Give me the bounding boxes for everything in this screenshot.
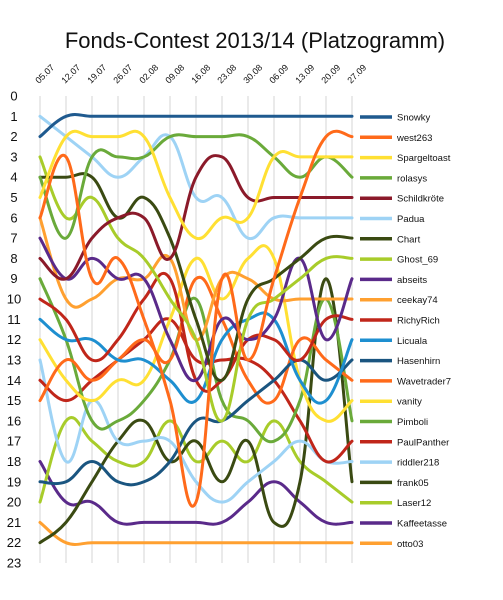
legend-item: Chart bbox=[360, 234, 421, 245]
y-tick-label: 11 bbox=[7, 312, 21, 327]
series-lines bbox=[38, 113, 354, 546]
series-line-kaffeetasse bbox=[38, 459, 354, 526]
legend-item: Pimboli bbox=[360, 417, 428, 428]
series-line-wavetrader7 bbox=[38, 275, 354, 405]
y-tick-label: 8 bbox=[10, 251, 17, 266]
legend-label: rolasys bbox=[397, 173, 427, 184]
legend-item: Wavetrader7 bbox=[360, 376, 451, 387]
legend-item: riddler218 bbox=[360, 458, 439, 469]
series-line-chart bbox=[38, 172, 354, 382]
legend-label: Hasenhirn bbox=[397, 356, 440, 367]
legend-label: Wavetrader7 bbox=[397, 376, 451, 387]
legend-label: Licuala bbox=[397, 336, 428, 347]
series-line-licuala bbox=[38, 311, 354, 405]
series-line-snowky bbox=[38, 113, 354, 139]
legend-item: Ghost_69 bbox=[360, 255, 438, 266]
y-tick-label: 12 bbox=[7, 332, 21, 347]
legend-label: Padua bbox=[397, 214, 425, 225]
y-tick-label: 15 bbox=[7, 393, 21, 408]
series-line-laser12 bbox=[38, 416, 354, 504]
legend: Snowky west263 Spargeltoast rolasys Schildkr… bbox=[360, 113, 451, 550]
series-line-abseits bbox=[38, 236, 354, 383]
series-line-riddler218 bbox=[38, 358, 354, 504]
y-tick-label: 16 bbox=[7, 413, 21, 428]
legend-item: rolasys bbox=[360, 173, 427, 184]
y-tick-label: 0 bbox=[10, 89, 17, 104]
legend-item: Hasenhirn bbox=[360, 356, 440, 367]
legend-label: Snowky bbox=[397, 113, 431, 124]
legend-item: ceekay74 bbox=[360, 295, 438, 306]
legend-label: PaulPanther bbox=[397, 437, 449, 448]
legend-label: Schildkröte bbox=[397, 194, 444, 205]
y-tick-label: 4 bbox=[10, 170, 17, 185]
legend-label: vanity bbox=[397, 397, 422, 408]
y-tick-label: 14 bbox=[7, 373, 21, 388]
legend-item: Kaffeetasse bbox=[360, 519, 447, 530]
legend-label: Laser12 bbox=[397, 498, 431, 509]
y-tick-label: 9 bbox=[10, 271, 17, 286]
y-tick-label: 18 bbox=[7, 454, 21, 469]
series-line-ghost-69 bbox=[38, 155, 354, 423]
y-tick-label: 21 bbox=[7, 515, 21, 530]
y-tick-label: 10 bbox=[7, 292, 21, 307]
legend-item: frank05 bbox=[360, 478, 429, 489]
legend-item: west263 bbox=[360, 133, 432, 144]
chart-title: Fonds-Contest 2013/14 (Platzogramm) bbox=[65, 28, 445, 53]
y-tick-label: 6 bbox=[10, 210, 17, 225]
legend-label: Pimboli bbox=[397, 417, 428, 428]
series-line-rolasys bbox=[38, 133, 354, 240]
y-tick-label: 22 bbox=[7, 535, 21, 550]
legend-item: Licuala bbox=[360, 336, 428, 347]
y-tick-label: 13 bbox=[7, 352, 21, 367]
legend-label: frank05 bbox=[397, 478, 429, 489]
y-tick-label: 19 bbox=[7, 474, 21, 489]
y-tick-label: 1 bbox=[10, 109, 17, 124]
legend-item: vanity bbox=[360, 397, 422, 408]
legend-item: Spargeltoast bbox=[360, 153, 451, 164]
legend-item: Schildkröte bbox=[360, 194, 444, 205]
legend-item: Padua bbox=[360, 214, 425, 225]
legend-label: Kaffeetasse bbox=[397, 519, 447, 530]
legend-item: Laser12 bbox=[360, 498, 431, 509]
y-tick-label: 20 bbox=[7, 495, 21, 510]
y-tick-label: 23 bbox=[7, 556, 21, 571]
legend-label: riddler218 bbox=[397, 458, 439, 469]
legend-label: Chart bbox=[397, 234, 421, 245]
y-tick-label: 3 bbox=[10, 149, 17, 164]
series-line-west263 bbox=[38, 129, 354, 508]
y-tick-label: 2 bbox=[10, 129, 17, 144]
legend-label: west263 bbox=[396, 133, 432, 144]
legend-label: Ghost_69 bbox=[397, 255, 438, 266]
legend-item: RichyRich bbox=[360, 316, 440, 327]
legend-item: PaulPanther bbox=[360, 437, 449, 448]
legend-item: otto03 bbox=[360, 539, 423, 550]
legend-item: Snowky bbox=[360, 113, 431, 124]
series-line-spargeltoast bbox=[38, 129, 354, 241]
series-line-otto03 bbox=[38, 520, 354, 546]
legend-label: ceekay74 bbox=[397, 295, 438, 306]
y-tick-label: 17 bbox=[7, 434, 21, 449]
y-tick-label: 7 bbox=[10, 231, 17, 246]
series-line-richyrich bbox=[38, 271, 354, 393]
legend-label: Spargeltoast bbox=[397, 153, 451, 164]
legend-label: abseits bbox=[397, 275, 427, 286]
legend-label: RichyRich bbox=[397, 316, 440, 327]
legend-item: abseits bbox=[360, 275, 427, 286]
y-tick-label: 5 bbox=[10, 190, 17, 205]
legend-label: otto03 bbox=[397, 539, 423, 550]
